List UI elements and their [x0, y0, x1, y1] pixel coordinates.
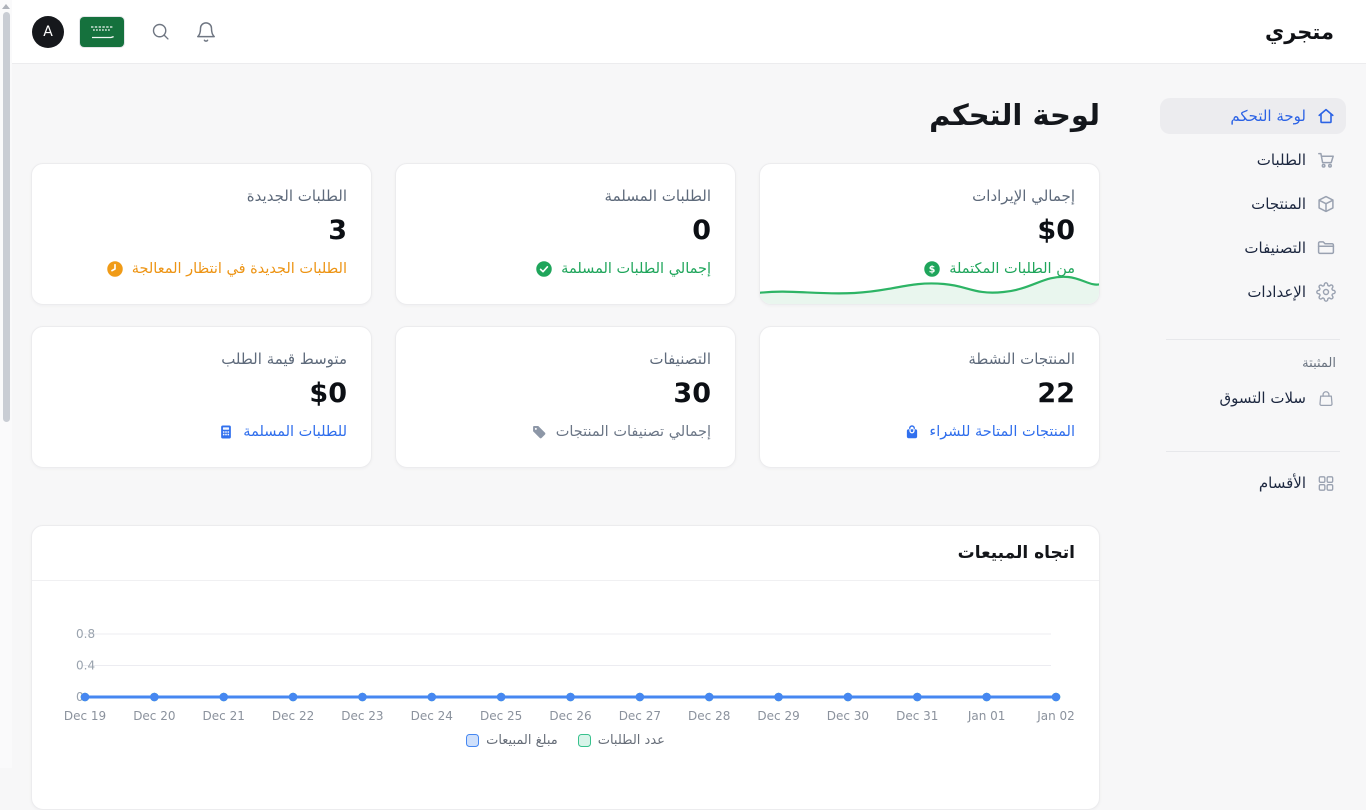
chart-legend: مبلغ المبيعات عدد الطلبات	[32, 733, 1099, 748]
sidebar-item-label: الأقسام	[1259, 474, 1306, 492]
calculator-icon	[217, 423, 235, 441]
card-subtitle-row: المنتجات المتاحة للشراء	[784, 423, 1075, 441]
card-subtitle-row: الطلبات الجديدة في انتظار المعالجة	[56, 260, 347, 278]
svg-text:Dec 25: Dec 25	[480, 709, 522, 723]
sidebar-divider	[1166, 339, 1340, 340]
search-icon[interactable]	[148, 20, 172, 44]
gear-icon	[1316, 282, 1336, 302]
bag-icon	[903, 423, 921, 441]
svg-text:Jan 01: Jan 01	[967, 709, 1006, 723]
folder-icon	[1316, 238, 1336, 258]
legend-label: مبلغ المبيعات	[486, 733, 558, 748]
sidebar-item-label: المنتجات	[1251, 195, 1306, 213]
chart-header: اتجاه المبيعات	[32, 526, 1099, 581]
card-subtitle: الطلبات الجديدة في انتظار المعالجة	[132, 261, 347, 277]
stat-cards-grid: إجمالي الإيرادات $0 من الطلبات المكتملة …	[31, 163, 1100, 468]
sidebar-item-label: سلات التسوق	[1220, 389, 1306, 407]
user-avatar[interactable]: A	[32, 16, 64, 48]
scrollbar-thumb[interactable]	[3, 12, 10, 422]
main-content: لوحة التحكم إجمالي الإيرادات $0 من الطلب…	[31, 64, 1100, 810]
svg-text:0.4: 0.4	[76, 659, 95, 673]
stat-card-average-order-value: متوسط قيمة الطلب $0 للطلبات المسلمة	[31, 326, 372, 468]
card-subtitle-row: إجمالي الطلبات المسلمة	[420, 260, 711, 278]
legend-swatch	[466, 734, 479, 747]
shopping-bag-icon	[1316, 388, 1336, 408]
language-flag-saudi-arabia[interactable]	[80, 17, 124, 47]
card-value: 30	[420, 377, 711, 411]
card-title: الطلبات الجديدة	[56, 186, 347, 206]
card-subtitle: إجمالي تصنيفات المنتجات	[556, 424, 711, 440]
page-title: لوحة التحكم	[31, 95, 1100, 135]
card-value: 22	[784, 377, 1075, 411]
svg-text:Dec 19: Dec 19	[64, 709, 106, 723]
topbar: متجري A	[0, 0, 1366, 64]
card-value: 0	[420, 214, 711, 248]
sidebar-item-settings[interactable]: الإعدادات	[1160, 274, 1346, 310]
sidebar-item-shopping-carts[interactable]: سلات التسوق	[1160, 380, 1346, 416]
svg-text:Dec 24: Dec 24	[411, 709, 453, 723]
card-subtitle: إجمالي الطلبات المسلمة	[561, 261, 711, 277]
legend-swatch	[578, 734, 591, 747]
sidebar-item-categories[interactable]: التصنيفات	[1160, 230, 1346, 266]
card-value: $0	[784, 214, 1075, 248]
stat-card-delivered-orders: الطلبات المسلمة 0 إجمالي الطلبات المسلمة	[395, 163, 736, 305]
home-icon	[1316, 106, 1336, 126]
check-circle-icon	[535, 260, 553, 278]
card-title: إجمالي الإيرادات	[784, 186, 1075, 206]
sidebar-item-orders[interactable]: الطلبات	[1160, 142, 1346, 178]
stat-card-new-orders: الطلبات الجديدة 3 الطلبات الجديدة في انت…	[31, 163, 372, 305]
card-subtitle-row: للطلبات المسلمة	[56, 423, 347, 441]
legend-item[interactable]: مبلغ المبيعات	[466, 733, 558, 748]
legend-label: عدد الطلبات	[598, 733, 665, 748]
sidebar-item-sections[interactable]: الأقسام	[1160, 465, 1346, 501]
card-title: المنتجات النشطة	[784, 349, 1075, 369]
card-value: $0	[56, 377, 347, 411]
clock-icon	[106, 260, 124, 278]
sidebar-item-label: الإعدادات	[1247, 283, 1306, 301]
card-subtitle-row: إجمالي تصنيفات المنتجات	[420, 423, 711, 441]
stat-card-active-products: المنتجات النشطة 22 المنتجات المتاحة للشر…	[759, 326, 1100, 468]
svg-text:Dec 30: Dec 30	[827, 709, 869, 723]
sidebar-item-label: التصنيفات	[1244, 239, 1306, 257]
sidebar-item-products[interactable]: المنتجات	[1160, 186, 1346, 222]
package-icon	[1316, 194, 1336, 214]
card-value: 3	[56, 214, 347, 248]
store-title: متجري	[1265, 20, 1334, 44]
card-subtitle: للطلبات المسلمة	[243, 424, 347, 440]
svg-text:Dec 27: Dec 27	[619, 709, 661, 723]
sidebar-item-label: الطلبات	[1257, 151, 1306, 169]
svg-text:Dec 20: Dec 20	[133, 709, 175, 723]
svg-text:Dec 26: Dec 26	[549, 709, 591, 723]
svg-text:Dec 23: Dec 23	[341, 709, 383, 723]
cart-icon	[1316, 150, 1336, 170]
svg-text:Dec 21: Dec 21	[203, 709, 245, 723]
svg-text:Jan 02: Jan 02	[1036, 709, 1075, 723]
card-title: متوسط قيمة الطلب	[56, 349, 347, 369]
card-title: الطلبات المسلمة	[420, 186, 711, 206]
page-scrollbar	[0, 0, 12, 768]
pinned-section-label: المثبتة	[1160, 356, 1336, 371]
stat-card-categories: التصنيفات 30 إجمالي تصنيفات المنتجات	[395, 326, 736, 468]
chart-title: اتجاه المبيعات	[56, 542, 1075, 564]
svg-text:0.8: 0.8	[76, 627, 95, 641]
svg-text:Dec 29: Dec 29	[757, 709, 799, 723]
svg-text:Dec 28: Dec 28	[688, 709, 730, 723]
sidebar-item-dashboard[interactable]: لوحة التحكم	[1160, 98, 1346, 134]
sidebar: لوحة التحكم الطلبات المنتجات التصنيفات	[1160, 98, 1346, 509]
card-title: التصنيفات	[420, 349, 711, 369]
scrollbar-up-arrow[interactable]	[2, 4, 10, 9]
svg-text:Dec 22: Dec 22	[272, 709, 314, 723]
sidebar-divider	[1166, 451, 1340, 452]
legend-item[interactable]: عدد الطلبات	[578, 733, 665, 748]
revenue-sparkline	[760, 262, 1099, 305]
sidebar-item-label: لوحة التحكم	[1230, 107, 1306, 125]
svg-text:Dec 31: Dec 31	[896, 709, 938, 723]
grid-icon	[1316, 473, 1336, 493]
tag-icon	[530, 423, 548, 441]
stat-card-total-revenue: إجمالي الإيرادات $0 من الطلبات المكتملة …	[759, 163, 1100, 305]
notifications-bell-icon[interactable]	[194, 20, 218, 44]
card-subtitle: المنتجات المتاحة للشراء	[929, 424, 1075, 440]
